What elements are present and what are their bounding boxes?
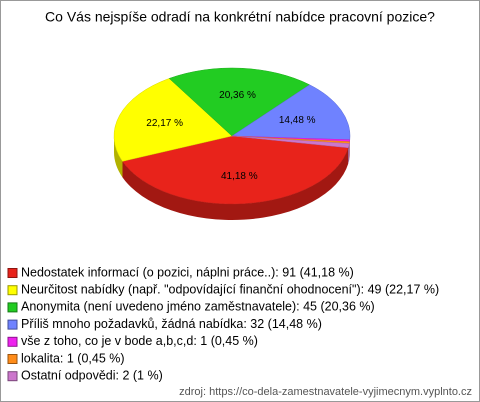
legend-label: Příliš mnoho požadavků, žádná nabídka: 3…	[21, 317, 322, 331]
legend-swatch	[7, 285, 18, 296]
slice-side	[122, 147, 349, 220]
legend-label: vše z toho, co je v bode a,b,c,d: 1 (0,4…	[21, 334, 258, 348]
slice-side	[114, 136, 123, 178]
legend-label: Neurčitost nabídky (např. "odpovídající …	[21, 282, 439, 296]
legend-swatch	[7, 268, 18, 278]
slice	[113, 78, 233, 162]
legend-swatch	[7, 319, 18, 330]
value-label: 14,48 %	[279, 115, 316, 126]
slice	[122, 135, 349, 205]
value-label: 22,17 %	[146, 118, 183, 129]
legend-label: Ostatní odpovědi: 2 (1 %)	[21, 368, 163, 382]
legend-swatch	[7, 336, 18, 347]
legend-swatch	[7, 302, 18, 313]
legend-label: Nedostatek informací (o pozici, náplni p…	[21, 265, 354, 279]
slice	[231, 135, 350, 149]
slice	[231, 84, 351, 141]
chart-title: Co Vás nejspíše odradí na konkrétní nabí…	[45, 9, 435, 25]
source: zdroj: https://co-dela-zamestnavatele-vy…	[179, 386, 472, 398]
slice-side	[348, 143, 350, 164]
legend-label: lokalita: 1 (0,45 %)	[21, 351, 125, 365]
slice	[168, 67, 311, 137]
legend-swatch	[7, 354, 18, 364]
legend-swatch	[7, 371, 18, 382]
legend-label: Anonymita (není uvedeno jméno zaměstnava…	[21, 300, 375, 314]
value-label: 41,18 %	[221, 171, 258, 182]
value-label: 20,36 %	[219, 90, 256, 101]
